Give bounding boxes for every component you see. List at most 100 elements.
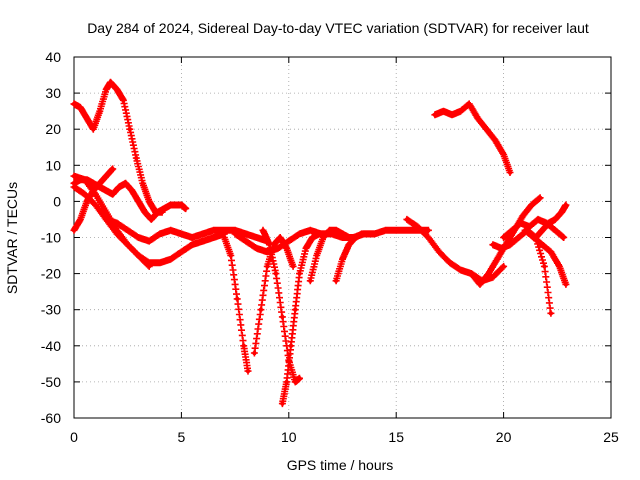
data-point [114,220,120,226]
data-point [284,246,289,251]
data-point [542,264,547,269]
data-point [404,228,410,233]
data-point [327,228,332,233]
data-point [157,231,163,237]
data-point [284,379,289,385]
series-arc-c [70,165,117,234]
data-point [157,260,163,265]
data-point [383,228,388,233]
data-point [275,246,281,251]
x-tick-labels: 0 5 10 15 20 25 [70,429,619,445]
y-tick-label: -30 [41,302,61,318]
data-point [104,173,109,179]
data-point [540,228,545,233]
data-point [200,238,206,244]
data-point [140,181,145,186]
data-point [136,199,141,204]
data-point [114,87,120,92]
data-point [477,282,483,287]
data-point [509,228,515,233]
data-point [235,296,240,302]
data-point [537,195,543,200]
data-point [552,228,558,233]
data-point [82,191,87,197]
x-tick-label: 5 [178,429,186,445]
data-point [232,231,238,237]
data-point [293,379,298,385]
data-point [271,242,276,247]
data-point [134,155,139,161]
data-point [142,210,148,215]
data-point [168,228,173,233]
data-point [366,231,371,237]
data-point [123,181,128,186]
data-point [441,108,446,114]
data-point [520,213,526,219]
data-point [174,202,180,208]
data-point [211,235,216,240]
x-tick-label: 0 [70,429,78,445]
data-point [346,235,352,240]
data-point [200,231,206,237]
y-tick-label: 40 [45,49,61,65]
data-point [499,246,504,251]
data-point [273,271,279,276]
data-point [252,350,257,356]
data-point [267,242,272,247]
data-point [490,242,496,247]
data-point [168,256,173,262]
data-point [146,199,152,204]
data-point [121,98,126,103]
data-point [127,127,133,132]
y-tick-label: -20 [41,266,61,282]
data-point [563,282,569,287]
data-point [129,188,135,193]
data-point [71,101,77,107]
data-point [501,235,506,240]
data-point [436,249,442,255]
data-point [484,127,489,132]
y-tick-label: -10 [41,230,61,246]
x-tick-label: 10 [281,429,297,445]
data-point [310,235,315,240]
data-point [333,278,339,284]
y-tick-label: -40 [41,338,61,354]
series-dip-3 [259,226,303,386]
data-point [346,242,352,247]
data-point [125,242,130,247]
x-tick-label: 25 [603,429,619,445]
data-point [162,206,167,211]
series-arc-k [431,100,514,176]
data-point [333,228,339,233]
x-tick-label: 20 [496,429,512,445]
series-arc-a [70,78,166,216]
data-point [243,238,249,244]
data-point [486,271,491,276]
series-arc-e [70,183,228,267]
data-point [280,401,285,406]
data-point [535,217,541,222]
data-point [507,242,513,247]
data-point [179,231,184,237]
data-point [314,253,319,258]
data-point [432,112,438,117]
data-point [136,253,141,258]
series-arc-i [332,230,379,285]
chart-title: Day 284 of 2024, Sidereal Day-to-day VTE… [87,20,589,36]
data-point [458,267,463,273]
data-point [222,235,227,240]
data-point [286,238,291,244]
x-axis-label: GPS time / hours [287,457,394,473]
data-point [254,246,259,251]
data-point [540,242,545,247]
data-point [340,256,345,262]
data-point [110,191,115,197]
data-point [78,105,83,110]
data-point [548,311,554,316]
data-point [447,260,453,265]
data-point [149,217,154,222]
data-point [189,235,195,240]
data-point [557,264,562,269]
data-point [93,202,98,208]
